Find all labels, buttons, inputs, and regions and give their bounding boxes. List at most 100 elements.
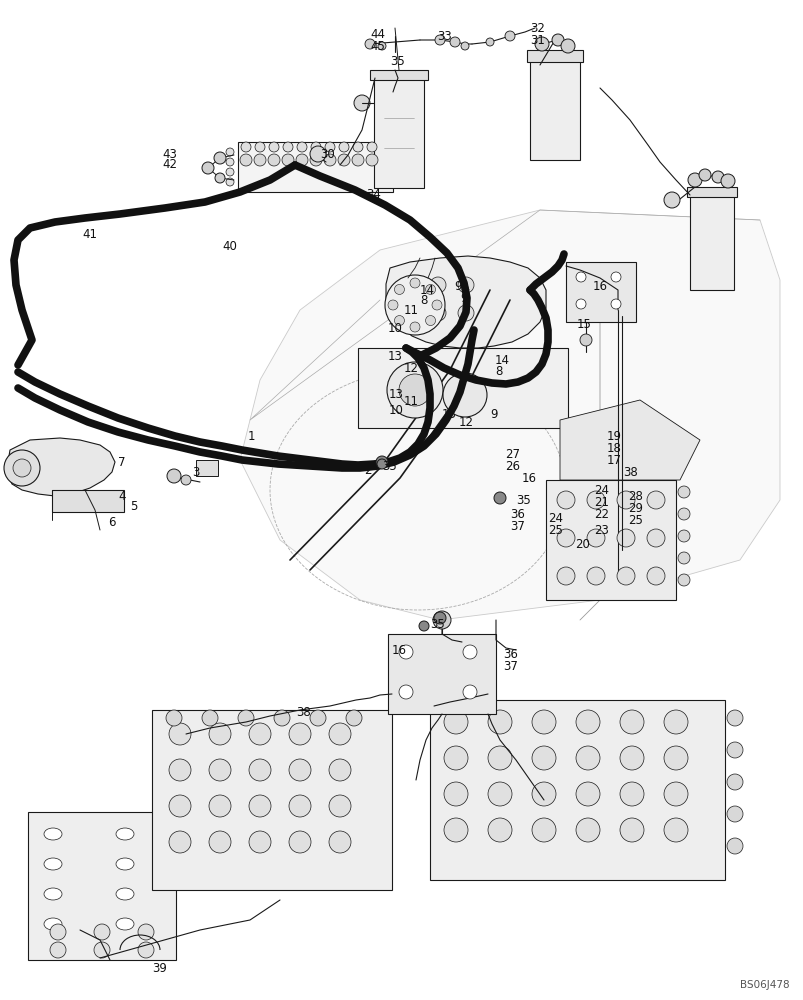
Circle shape [410, 278, 419, 288]
Circle shape [181, 475, 191, 485]
Text: 24: 24 [548, 512, 562, 525]
Circle shape [398, 685, 413, 699]
Circle shape [169, 759, 191, 781]
Circle shape [386, 362, 442, 418]
Circle shape [493, 492, 505, 504]
Circle shape [646, 491, 664, 509]
Text: 21: 21 [593, 496, 608, 509]
Circle shape [458, 277, 474, 293]
Circle shape [430, 305, 446, 321]
Text: 35: 35 [430, 618, 444, 631]
Bar [388, 634, 495, 714]
Text: 8: 8 [419, 294, 427, 307]
Circle shape [296, 142, 307, 152]
Bar [430, 700, 724, 880]
Circle shape [720, 174, 734, 188]
Text: 29: 29 [627, 502, 642, 515]
Circle shape [556, 567, 574, 585]
Bar [526, 50, 582, 62]
Circle shape [241, 142, 251, 152]
Text: 2: 2 [364, 464, 371, 477]
Circle shape [677, 486, 689, 498]
Text: 36: 36 [509, 508, 524, 521]
Circle shape [394, 316, 404, 326]
Text: 16: 16 [392, 644, 406, 657]
Circle shape [552, 34, 563, 46]
Text: 15: 15 [577, 318, 591, 331]
Text: 39: 39 [152, 962, 167, 975]
Text: 42: 42 [161, 158, 177, 171]
Ellipse shape [116, 858, 134, 870]
Bar [529, 60, 579, 160]
Circle shape [282, 154, 294, 166]
Circle shape [610, 272, 620, 282]
Circle shape [288, 723, 311, 745]
Text: 13: 13 [388, 350, 402, 363]
Circle shape [460, 42, 468, 50]
Circle shape [487, 818, 512, 842]
Circle shape [418, 621, 429, 631]
Ellipse shape [44, 858, 62, 870]
Circle shape [365, 39, 374, 49]
Circle shape [575, 272, 585, 282]
Circle shape [434, 35, 444, 45]
Circle shape [532, 782, 556, 806]
Circle shape [677, 530, 689, 542]
Circle shape [663, 192, 679, 208]
Text: 44: 44 [369, 28, 385, 41]
Text: 36: 36 [503, 648, 517, 661]
Text: 8: 8 [495, 365, 502, 378]
Circle shape [310, 146, 325, 162]
Text: 9A: 9A [454, 280, 469, 293]
Circle shape [433, 611, 450, 629]
Polygon shape [385, 256, 545, 348]
Text: 3: 3 [192, 466, 199, 479]
Circle shape [425, 316, 435, 326]
Circle shape [169, 723, 191, 745]
Circle shape [726, 742, 742, 758]
Bar [28, 812, 176, 960]
Circle shape [430, 277, 446, 293]
Circle shape [646, 567, 664, 585]
Text: 13: 13 [389, 388, 403, 401]
Circle shape [394, 284, 404, 294]
Circle shape [288, 759, 311, 781]
Text: 18: 18 [606, 442, 621, 455]
Text: 38: 38 [622, 466, 637, 479]
Circle shape [663, 710, 687, 734]
Circle shape [209, 759, 230, 781]
Circle shape [532, 746, 556, 770]
Ellipse shape [44, 918, 62, 930]
Text: 35: 35 [389, 55, 404, 68]
Circle shape [431, 300, 442, 310]
Bar [565, 262, 635, 322]
Circle shape [726, 806, 742, 822]
Circle shape [345, 710, 361, 726]
Bar [52, 490, 124, 512]
Polygon shape [560, 400, 699, 480]
Text: 14: 14 [495, 354, 509, 367]
Circle shape [646, 529, 664, 547]
Circle shape [274, 710, 290, 726]
Circle shape [677, 508, 689, 520]
Bar [545, 480, 675, 600]
Circle shape [209, 795, 230, 817]
Ellipse shape [116, 918, 134, 930]
Circle shape [209, 831, 230, 853]
Circle shape [328, 831, 351, 853]
Text: 38: 38 [296, 706, 311, 719]
Circle shape [50, 924, 66, 940]
Circle shape [169, 831, 191, 853]
Circle shape [169, 795, 191, 817]
Text: 30: 30 [320, 148, 334, 161]
Text: 16: 16 [593, 280, 607, 293]
Text: 43: 43 [161, 148, 177, 161]
Bar [689, 195, 733, 290]
Text: 31: 31 [529, 34, 544, 47]
Circle shape [575, 782, 599, 806]
Text: 14: 14 [419, 284, 434, 297]
Bar [196, 460, 218, 476]
Circle shape [339, 142, 349, 152]
Bar [369, 70, 427, 80]
Circle shape [663, 782, 687, 806]
